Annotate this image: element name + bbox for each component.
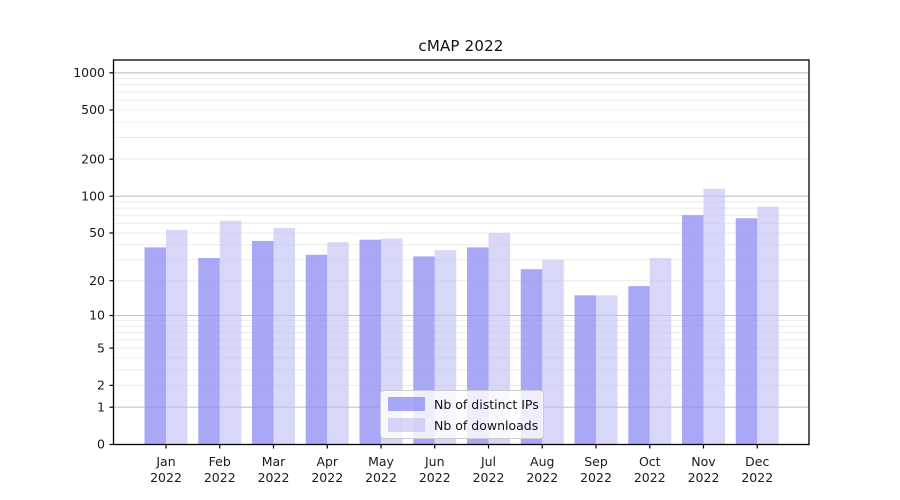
bar-distinct-ips-nov: [682, 215, 704, 445]
bar-downloads-sep: [596, 295, 618, 445]
bar-distinct-ips-feb: [198, 258, 220, 445]
y-tick-label: 500: [81, 102, 105, 117]
bar-distinct-ips-sep: [574, 295, 596, 445]
y-tick-label: 200: [81, 151, 105, 166]
bar-distinct-ips-mar: [252, 240, 274, 445]
bar-distinct-ips-may: [359, 239, 381, 445]
x-tick-label: Nov 2022: [688, 454, 720, 485]
x-tick-label: Aug 2022: [526, 454, 558, 485]
x-tick-label: Jul 2022: [473, 454, 505, 485]
bar-downloads-mar: [273, 227, 295, 445]
plot-frame: [112, 59, 810, 446]
x-tick-label: Sep 2022: [580, 454, 612, 485]
legend-swatch-downloads: [388, 418, 425, 432]
y-tick-label: 1000: [73, 65, 105, 80]
bar-downloads-dec: [757, 206, 779, 445]
bar-downloads-nov: [703, 188, 725, 445]
bar-downloads-oct: [649, 258, 672, 445]
x-tick-label: Feb 2022: [204, 454, 236, 485]
y-tick-label: 50: [89, 225, 105, 240]
y-tick-label: 2: [97, 378, 105, 393]
bar-downloads-apr: [327, 242, 349, 445]
y-tick-label: 100: [81, 188, 105, 203]
bar-downloads-aug: [542, 259, 564, 445]
x-tick-label: Apr 2022: [311, 454, 343, 485]
bar-distinct-ips-oct: [628, 286, 650, 445]
y-tick-label: 0: [97, 437, 105, 452]
y-tick-label: 1: [97, 399, 105, 414]
x-tick-label: Mar 2022: [258, 454, 290, 485]
x-tick-label: Jun 2022: [419, 454, 451, 485]
legend-item-downloads: Nb of downloads: [388, 417, 539, 433]
chart-title: cMAP 2022: [418, 37, 504, 55]
legend-item-distinct-ips: Nb of distinct IPs: [388, 396, 539, 412]
x-tick-label: Oct 2022: [634, 454, 666, 485]
y-tick-label: 5: [97, 340, 105, 355]
bar-distinct-ips-jan: [144, 247, 166, 445]
legend-label-distinct-ips: Nb of distinct IPs: [434, 396, 539, 412]
y-tick-label: 20: [89, 273, 105, 288]
legend-swatch-distinct-ips: [388, 397, 425, 411]
legend-label-downloads: Nb of downloads: [434, 417, 539, 433]
bar-distinct-ips-dec: [735, 218, 758, 445]
legend: Nb of distinct IPs Nb of downloads: [380, 390, 544, 439]
y-tick-label: 10: [89, 308, 105, 323]
bar-distinct-ips-apr: [305, 254, 328, 445]
x-tick-label: Dec 2022: [741, 454, 773, 485]
bar-downloads-jan: [166, 229, 188, 445]
x-tick-label: May 2022: [365, 454, 397, 485]
x-tick-label: Jan 2022: [150, 454, 182, 485]
bar-downloads-feb: [219, 220, 242, 445]
